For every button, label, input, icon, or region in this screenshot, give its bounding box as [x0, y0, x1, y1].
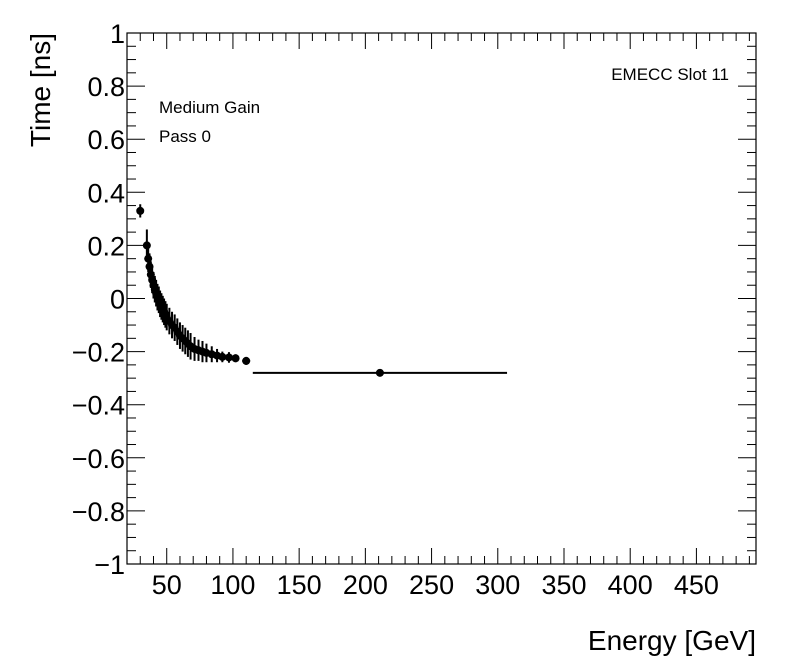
x-tick-label: 450	[674, 570, 719, 600]
slot-annotation: EMECC Slot 11	[611, 65, 729, 84]
x-tick-label: 100	[210, 570, 255, 600]
data-point	[375, 368, 384, 377]
x-tick-label: 50	[152, 570, 182, 600]
x-tick-label: 200	[343, 570, 388, 600]
x-tick-label: 150	[277, 570, 322, 600]
y-axis-title: Time [ns]	[25, 33, 56, 147]
y-tick-label: 0.4	[87, 178, 125, 208]
y-tick-label: 0.2	[87, 231, 125, 261]
y-tick-label: −0.4	[72, 391, 125, 421]
x-tick-label: 250	[409, 570, 454, 600]
x-tick-label: 300	[475, 570, 520, 600]
data-point	[218, 352, 227, 361]
y-tick-label: 0.6	[87, 125, 125, 155]
y-tick-label: 0.8	[87, 72, 125, 102]
y-tick-label: −0.2	[72, 338, 125, 368]
y-tick-label: −1	[94, 550, 125, 580]
y-tick-label: 0	[110, 285, 125, 315]
data-point	[231, 354, 240, 363]
gain-annotation: Medium Gain	[159, 98, 260, 117]
pass-annotation: Pass 0	[159, 127, 211, 146]
data-point	[242, 356, 251, 365]
data-point	[224, 353, 233, 362]
data-point	[136, 206, 145, 215]
axis-ticks	[127, 32, 756, 565]
x-tick-label: 400	[608, 570, 653, 600]
y-tick-label: −0.6	[72, 444, 125, 474]
y-tick-label: 1	[110, 19, 125, 49]
data-marks	[136, 204, 508, 377]
y-tick-label: −0.8	[72, 497, 125, 527]
x-axis-title: Energy [GeV]	[588, 625, 756, 656]
tick-labels: 50 100 150 200 250 300 350 400 450 1 0.8 0.6 0.4 0.2 0…	[72, 19, 719, 600]
x-tick-label: 350	[541, 570, 586, 600]
